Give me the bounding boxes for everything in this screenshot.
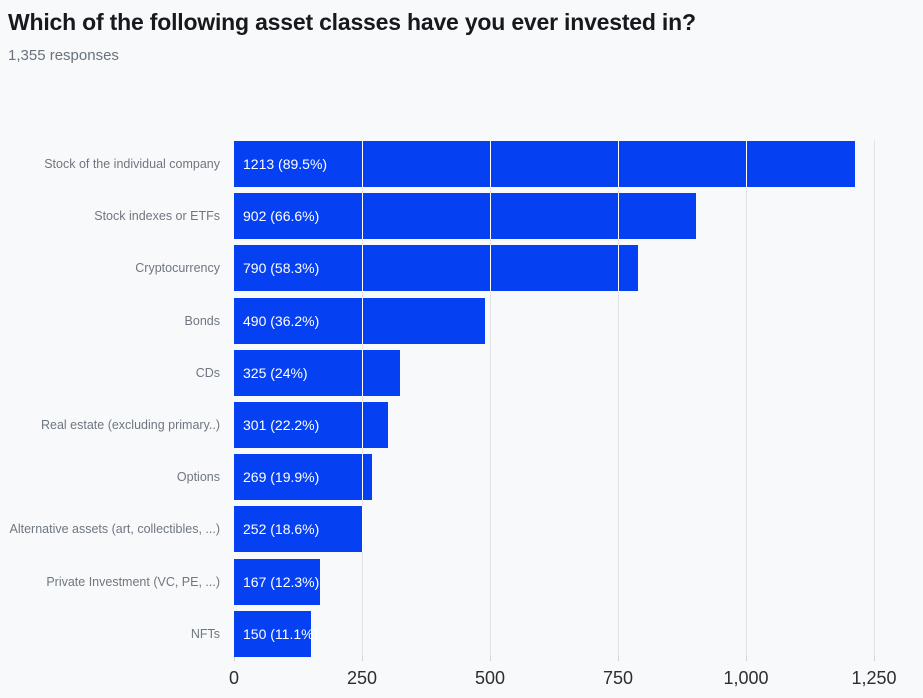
x-gridline [746, 140, 747, 656]
bar-value-label: 325 (24%) [243, 365, 308, 381]
x-gridline-on-bar [618, 245, 620, 291]
category-label: Stock of the individual company [44, 157, 220, 171]
x-axis-tick-label: 250 [346, 668, 378, 688]
x-gridline-on-bar [362, 298, 364, 344]
category-label: Options [176, 470, 220, 484]
chart-header: Which of the following asset classes hav… [8, 7, 915, 65]
x-gridline-on-bar [490, 193, 492, 239]
x-axis-tick [490, 656, 491, 661]
response-count: 1,355 responses [8, 47, 119, 64]
x-axis-tick [746, 656, 747, 661]
x-axis-tick-label: 500 [474, 668, 506, 688]
x-axis-tick [874, 656, 875, 661]
x-gridline-on-bar [490, 141, 492, 187]
category-label: CDs [195, 366, 220, 380]
bar-value-label: 301 (22.2%) [243, 417, 320, 433]
category-label: Alternative assets (art, collectibles, .… [9, 522, 221, 536]
x-gridline-on-bar [746, 141, 748, 187]
bar: 1213 (89.5%) [234, 141, 855, 187]
bar: 902 (66.6%) [234, 193, 696, 239]
x-gridline [874, 140, 875, 656]
x-axis-tick [618, 656, 619, 661]
x-gridline-on-bar [362, 245, 364, 291]
x-gridline-on-bar [362, 141, 364, 187]
x-gridline-on-bar [362, 506, 364, 552]
x-gridline [362, 140, 363, 656]
x-gridline-on-bar [362, 350, 364, 396]
x-gridline [618, 140, 619, 656]
bar-value-label: 150 (11.1%) [243, 626, 319, 642]
page-title: Which of the following asset classes hav… [8, 9, 696, 35]
bar-value-label: 252 (18.6%) [243, 521, 320, 537]
x-gridline [490, 140, 491, 656]
category-label: Stock indexes or ETFs [94, 209, 220, 223]
category-label: Bonds [184, 314, 220, 328]
x-axis-tick-label: 1,000 [723, 668, 769, 688]
x-gridline-on-bar [490, 245, 492, 291]
bar-value-label: 790 (58.3%) [243, 260, 320, 276]
x-gridline-on-bar [362, 402, 364, 448]
category-label: Private Investment (VC, PE, ...) [46, 575, 220, 589]
bar: 790 (58.3%) [234, 245, 638, 291]
x-axis-tick [362, 656, 363, 661]
bar: 269 (19.9%) [234, 454, 372, 500]
bar-value-label: 167 (12.3%) [243, 574, 320, 590]
x-axis-tick-label: 750 [602, 668, 634, 688]
x-gridline-on-bar [362, 454, 364, 500]
bar-value-label: 902 (66.6%) [243, 208, 320, 224]
bar-value-label: 490 (36.2%) [243, 313, 320, 329]
category-label: Cryptocurrency [135, 261, 220, 275]
x-axis-tick-label: 0 [228, 668, 240, 688]
bar: 301 (22.2%) [234, 402, 388, 448]
x-gridline-on-bar [618, 141, 620, 187]
bar-value-label: 1213 (89.5%) [243, 156, 328, 172]
bar: 252 (18.6%) [234, 506, 364, 552]
x-gridline-on-bar [618, 193, 620, 239]
x-axis-tick [234, 656, 235, 661]
bar: 167 (12.3%) [234, 559, 320, 605]
bar-value-label: 269 (19.9%) [243, 469, 320, 485]
bar: 325 (24%) [234, 350, 400, 396]
x-gridline-on-bar [362, 193, 364, 239]
bar: 150 (11.1%) [234, 611, 318, 657]
category-label: NFTs [190, 627, 220, 641]
category-label: Real estate (excluding primary..) [40, 418, 220, 432]
x-axis-tick-label: 1,250 [851, 668, 897, 688]
bar: 490 (36.2%) [234, 298, 485, 344]
